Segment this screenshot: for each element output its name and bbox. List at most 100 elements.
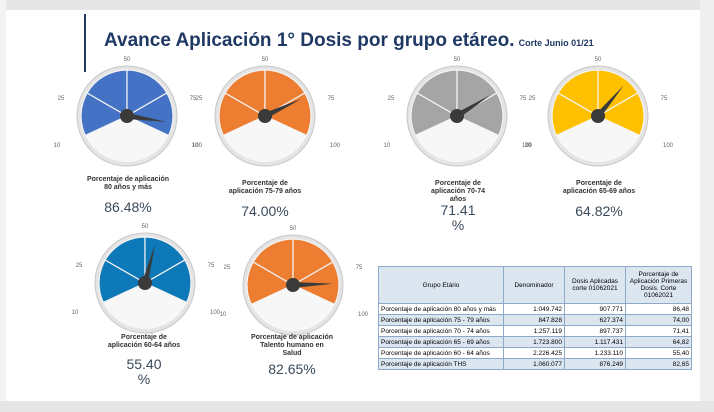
cell-group: Porcentaje de aplicación 70 - 74 años <box>378 325 504 337</box>
cell-percent: 55,40 <box>625 347 692 359</box>
gauge-tick-label: 25 <box>224 265 231 271</box>
cell-doses: 907.771 <box>564 303 626 315</box>
gauge-needle <box>126 113 167 122</box>
gauge-tick-label: 75 <box>356 265 363 271</box>
gauge-tick-label: 75 <box>328 96 335 102</box>
gauge-tick-label: 10 <box>384 143 391 149</box>
cell-doses: 897.737 <box>564 325 626 337</box>
gauge-tick-label: 100 <box>192 143 203 149</box>
gauge-tick-label: 50 <box>595 57 602 63</box>
gauge-tick-label: 50 <box>124 57 131 63</box>
gauge-needle <box>263 98 302 119</box>
cell-denominator: 1.723.800 <box>503 336 565 348</box>
gauge-tick-label: 50 <box>454 57 461 63</box>
cell-percent: 82,65 <box>625 358 692 370</box>
cell-doses: 876.249 <box>564 358 626 370</box>
gauge-label: Porcentaje de aplicación 80 años y más <box>86 176 170 191</box>
gauge-band-segment <box>596 92 645 137</box>
gauge-label: Porcentaje de aplicación 65-69 años <box>562 180 636 195</box>
header-porcentaje: Porcentaje de Aplicación Primeras Dosis.… <box>625 266 692 304</box>
cell-denominator: 1.049.742 <box>503 303 565 315</box>
cell-percent: 86,48 <box>625 303 692 315</box>
gauge-lower-area <box>223 116 307 162</box>
gauge-tick-label: 25 <box>58 96 65 102</box>
gauge <box>214 65 316 167</box>
gauge-tick-label: 30 <box>525 143 532 149</box>
cell-group: Porcentaje de aplicación 80 años y más <box>378 303 504 315</box>
gauge-tick-label: 50 <box>262 57 269 63</box>
gauge-needle <box>455 94 491 119</box>
gauge-label: Porcentaje de aplicación 75-79 años <box>228 180 302 195</box>
gauge-band-segment <box>292 238 334 287</box>
gauge-needle <box>142 244 156 284</box>
header-dosis: Dosis Aplicadas corte 01062021 <box>564 266 626 304</box>
gauge-band-segment <box>263 92 312 137</box>
gauge-hub <box>138 276 152 290</box>
cell-doses: 627.374 <box>564 314 626 326</box>
gauge-band-segment <box>264 69 306 118</box>
gauge-tick-label: 100 <box>358 312 369 318</box>
gauge-tick-label: 100 <box>210 310 221 316</box>
gauge-band-segment <box>125 92 174 137</box>
gauge-lower-area <box>85 116 169 162</box>
gauge <box>242 234 344 336</box>
cell-denominator: 847.828 <box>503 314 565 326</box>
table-row: Porcentaje de aplicación 75 - 79 años 84… <box>378 314 692 326</box>
gauge-tick-label: 75 <box>208 263 215 269</box>
top-border <box>0 0 714 10</box>
table-row: Porcentaje de aplicación 60 - 64 años 2.… <box>378 347 692 359</box>
gauge-band-segment <box>252 238 294 287</box>
cell-percent: 74,00 <box>625 314 692 326</box>
gauge-lower-area <box>556 116 640 163</box>
cell-denominator: 1.257.119 <box>503 325 565 337</box>
gauge-tick-label: 100 <box>522 143 533 149</box>
gauge-value: 74.00% <box>241 203 289 219</box>
cell-group: Porcentaje de aplicación THS <box>378 358 504 370</box>
gauge-tick-label: 10 <box>72 310 79 316</box>
cell-percent: 64,82 <box>625 336 692 348</box>
cell-group: Porcentaje de aplicación 60 - 64 años <box>378 347 504 359</box>
table-row: Porcentaje de aplicación 80 años y más 1… <box>378 303 692 315</box>
gauge-band-segment <box>557 69 599 118</box>
gauge <box>406 65 508 167</box>
bottom-border <box>0 401 714 412</box>
gauge-lower-area <box>103 283 187 329</box>
data-table: Grupo Etário Denominador Dosis Aplicadas… <box>378 266 692 370</box>
gauge-label: Porcentaje de aplicación Talento humano … <box>250 334 334 357</box>
right-border <box>700 0 714 412</box>
gauge-tick-label: 50 <box>290 226 297 232</box>
gauge-label: Porcentaje de aplicación 70-74 años <box>430 180 486 203</box>
gauge-lower-area <box>415 116 499 162</box>
gauge-value: 71.41% <box>440 202 476 233</box>
gauge-needle <box>292 282 333 288</box>
header-grupo: Grupo Etário <box>378 266 504 304</box>
gauge-tick-label: 10 <box>54 143 61 149</box>
gauge-tick-label: 25 <box>196 96 203 102</box>
cell-group: Porcentaje de aplicación 65 - 69 años <box>378 336 504 348</box>
gauge <box>76 65 178 167</box>
gauge-band-segment <box>126 69 168 118</box>
gauge-value: 86.48% <box>104 199 152 215</box>
gauge-hub <box>120 109 134 123</box>
gauge-band-segment <box>143 259 192 304</box>
gauge-tick-label: 50 <box>142 224 149 230</box>
table-header-row: Grupo Etário Denominador Dosis Aplicadas… <box>378 266 692 304</box>
gauge-hub <box>258 109 272 123</box>
gauge-band-segment <box>456 69 498 118</box>
table-row: Porcentaje de aplicación 65 - 69 años 1.… <box>378 336 692 348</box>
gauge-tick-label: 10 <box>220 312 227 318</box>
gauge-hub <box>450 109 464 123</box>
gauge-band-segment <box>86 69 128 118</box>
gauge-hub <box>286 278 300 292</box>
title-text: Avance Aplicación 1° Dosis por grupo etá… <box>104 30 515 51</box>
cell-denominator: 1.060.077 <box>503 358 565 370</box>
cell-doses: 1.233.110 <box>564 347 626 359</box>
page-title: Avance Aplicación 1° Dosis por grupo etá… <box>104 30 594 52</box>
gauge-value: 64.82% <box>575 203 623 219</box>
gauge-tick-label: 75 <box>190 96 197 102</box>
gauge-tick-label: 75 <box>520 96 527 102</box>
table-row: Porcentaje de aplicación 70 - 74 años 1.… <box>378 325 692 337</box>
gauge-tick-label: 25 <box>388 96 395 102</box>
